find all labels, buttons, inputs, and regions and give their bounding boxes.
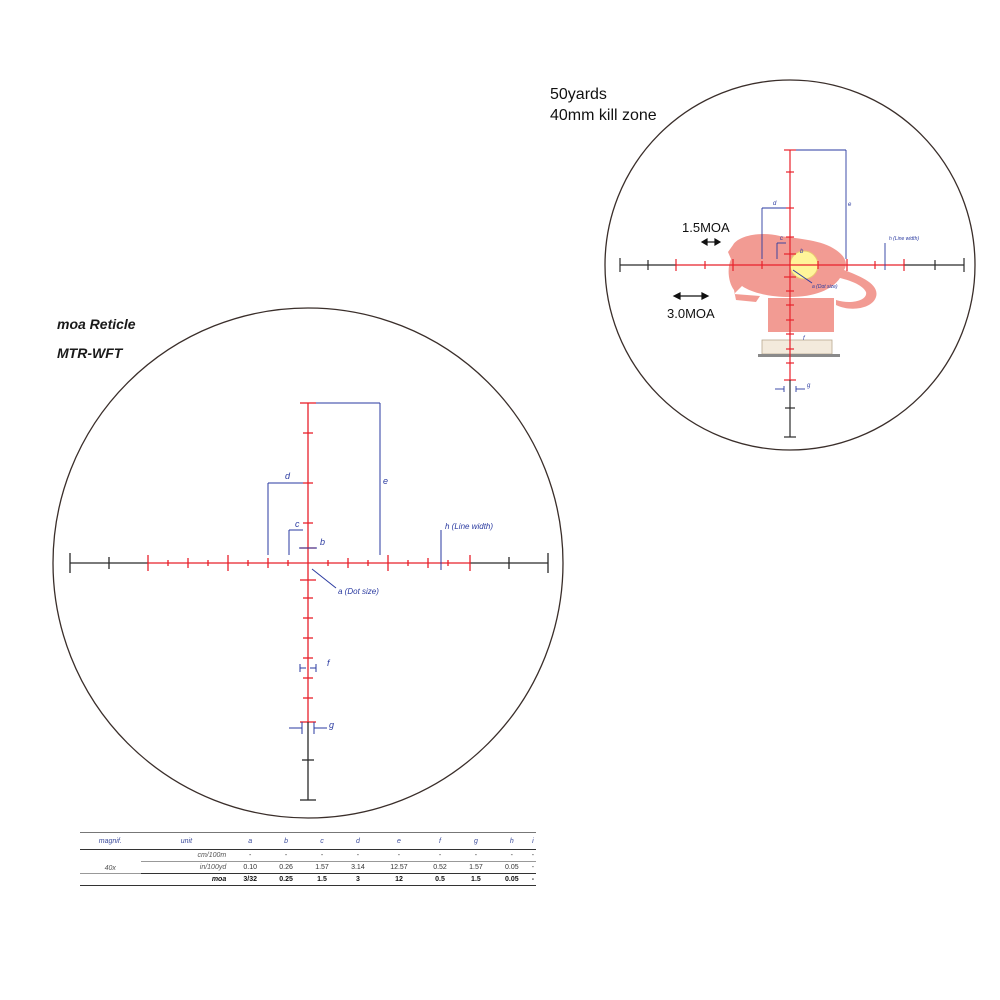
main-dimension-lines bbox=[267, 402, 442, 734]
inset-label-d: d bbox=[773, 201, 777, 207]
inset-kill-zone-label: 40mm kill zone bbox=[550, 107, 657, 124]
table-cell: 1.5 bbox=[304, 873, 340, 886]
table-cell: 0.52 bbox=[422, 861, 458, 874]
target-base bbox=[761, 339, 833, 355]
inset-label-f: f bbox=[803, 336, 806, 342]
table-cell: 0.26 bbox=[268, 861, 305, 874]
inset-label-h: h (Line width) bbox=[889, 236, 919, 242]
target-base-plate bbox=[758, 354, 840, 357]
inset-dimension-lines bbox=[761, 149, 886, 392]
table-cell bbox=[80, 873, 141, 886]
spec-table: magnif. unit a b c d e f g h i 40x cm/10… bbox=[80, 832, 536, 886]
table-row: 40x cm/100m - - - - - - - - - bbox=[80, 849, 536, 874]
inset-label-g: g bbox=[807, 383, 811, 389]
table-cell: 0.5 bbox=[422, 873, 458, 886]
inset-label-e: e bbox=[848, 202, 852, 208]
inset-moa-large-label: 3.0MOA bbox=[667, 306, 715, 321]
table-cell: - bbox=[457, 849, 494, 862]
table-cell: 0.05 bbox=[493, 861, 530, 874]
table-cell: cm/100m bbox=[140, 849, 233, 862]
table-cell: 1.5 bbox=[457, 873, 494, 886]
table-cell: - bbox=[422, 849, 458, 862]
table-cell: 3 bbox=[339, 873, 376, 886]
reticle-title: moa Reticle bbox=[57, 316, 136, 332]
table-cell: - bbox=[529, 861, 536, 874]
main-label-g: g bbox=[329, 720, 334, 730]
main-scope-circle bbox=[52, 307, 564, 819]
main-label-e: e bbox=[383, 476, 388, 486]
table-cell: in/100yd bbox=[140, 861, 233, 874]
inset-label-b: b bbox=[800, 249, 804, 255]
main-label-c: c bbox=[295, 519, 300, 529]
main-label-h: h (Line width) bbox=[445, 522, 493, 531]
table-cell: 1.57 bbox=[304, 861, 340, 874]
table-row: in/100yd 0.10 0.26 1.57 3.14 12.57 0.52 … bbox=[80, 861, 536, 874]
inset-lower-post bbox=[784, 380, 796, 438]
main-label-d: d bbox=[285, 471, 291, 481]
inset-red-crosshair bbox=[675, 149, 905, 381]
table-cell: - bbox=[529, 849, 536, 862]
main-label-a: a (Dot size) bbox=[338, 587, 379, 596]
table-cell: 3.14 bbox=[339, 861, 376, 874]
inset-outer-horizontal bbox=[619, 258, 965, 272]
main-outer-horizontal bbox=[69, 553, 549, 573]
inset-scope-circle bbox=[604, 79, 976, 451]
table-cell: moa bbox=[140, 873, 233, 886]
spec-table-header: magnif. unit a b c d e f g h i bbox=[80, 832, 536, 850]
table-cell: - bbox=[232, 849, 269, 862]
table-cell: 0.05 bbox=[493, 873, 530, 886]
header-c: c bbox=[304, 832, 340, 850]
table-cell: - bbox=[268, 849, 305, 862]
header-d: d bbox=[339, 832, 376, 850]
header-h: h bbox=[493, 832, 530, 850]
table-cell: 0.25 bbox=[268, 873, 305, 886]
inset-label-a: a (Dot size) bbox=[812, 284, 838, 290]
main-label-f: f bbox=[327, 658, 331, 668]
header-a: a bbox=[232, 832, 269, 850]
main-label-b: b bbox=[320, 537, 325, 547]
header-g: g bbox=[457, 832, 494, 850]
inset-label-c: c bbox=[780, 236, 783, 242]
header-i: i bbox=[529, 832, 536, 850]
magnification-cell: 40x bbox=[80, 849, 141, 874]
table-cell: - bbox=[493, 849, 530, 862]
header-b: b bbox=[268, 832, 305, 850]
table-cell: - bbox=[339, 849, 376, 862]
table-row: moa 3/32 0.25 1.5 3 12 0.5 1.5 0.05 - bbox=[80, 873, 536, 886]
main-lower-post bbox=[300, 722, 316, 801]
table-cell: 12 bbox=[375, 873, 423, 886]
table-cell: - bbox=[529, 873, 536, 886]
header-magnif: magnif. bbox=[80, 832, 141, 850]
header-unit: unit bbox=[140, 832, 233, 850]
main-red-crosshair bbox=[147, 402, 471, 723]
inset-distance-label: 50yards bbox=[550, 86, 607, 103]
header-e: e bbox=[375, 832, 423, 850]
inset-moa-arrows bbox=[672, 237, 722, 300]
table-cell: - bbox=[375, 849, 423, 862]
table-cell: 12.57 bbox=[375, 861, 423, 874]
table-cell: 1.57 bbox=[457, 861, 494, 874]
inset-moa-small-label: 1.5MOA bbox=[682, 220, 730, 235]
table-cell: 0.10 bbox=[232, 861, 269, 874]
header-f: f bbox=[422, 832, 458, 850]
reticle-model: MTR-WFT bbox=[57, 345, 123, 361]
table-cell: 3/32 bbox=[232, 873, 269, 886]
table-cell: - bbox=[304, 849, 340, 862]
